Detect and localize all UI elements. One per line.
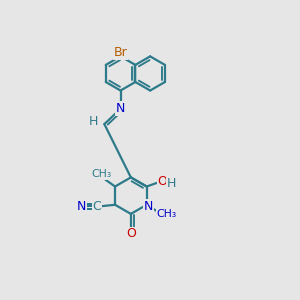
- Text: O: O: [158, 175, 167, 188]
- Text: O: O: [126, 227, 136, 240]
- Text: H: H: [88, 115, 98, 128]
- Text: N: N: [116, 102, 125, 115]
- Text: N: N: [77, 200, 86, 213]
- Text: H: H: [167, 177, 176, 190]
- Text: Br: Br: [114, 46, 128, 59]
- Text: CH₃: CH₃: [91, 169, 111, 179]
- Text: CH₃: CH₃: [156, 209, 176, 220]
- Text: N: N: [143, 200, 153, 213]
- Text: C: C: [93, 200, 101, 213]
